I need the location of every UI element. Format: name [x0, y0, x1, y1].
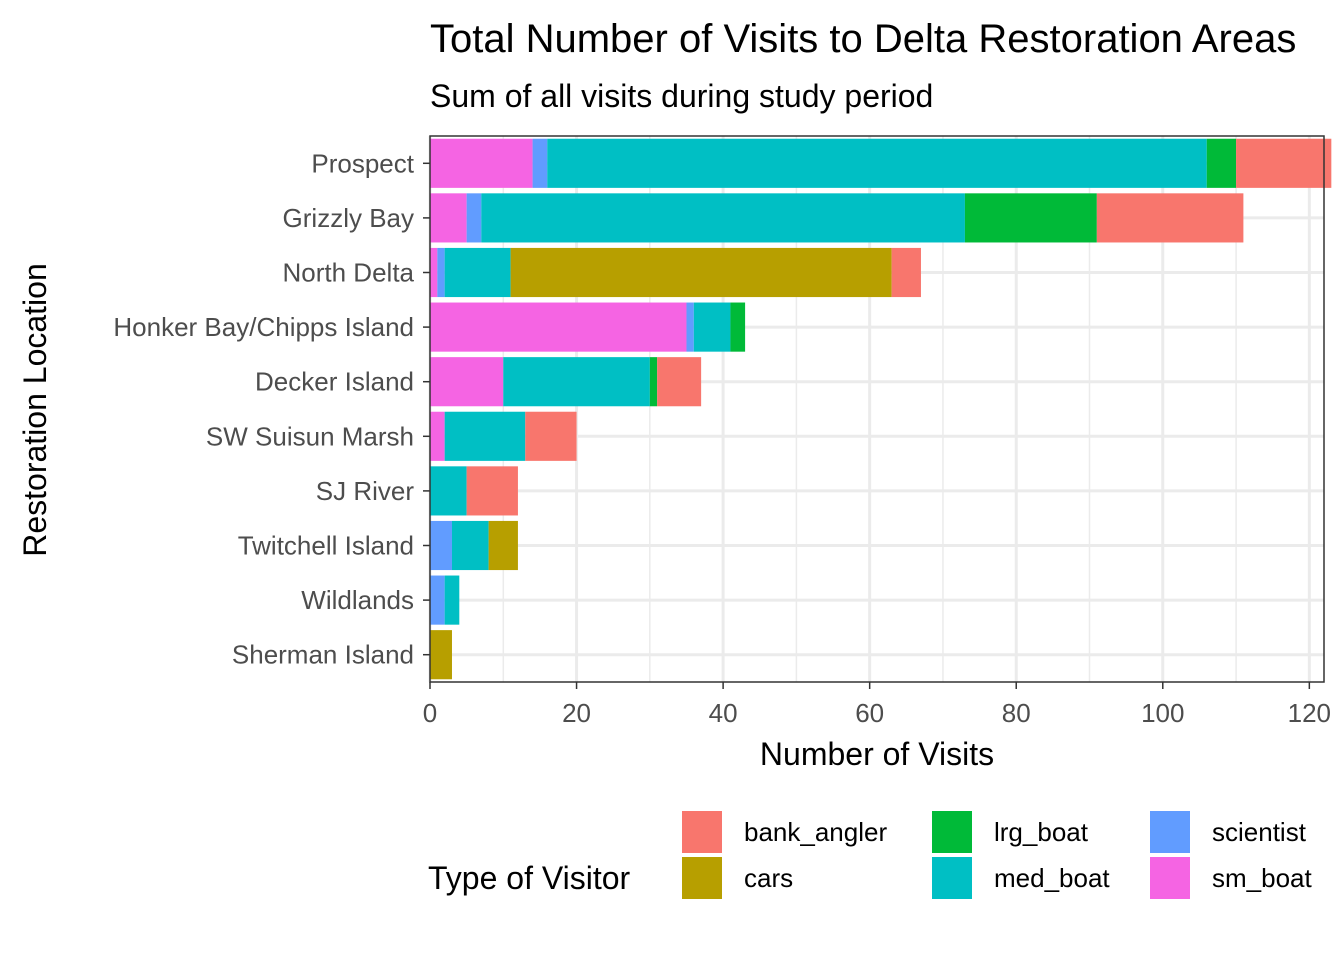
- bar-segment-sm-boat: [430, 357, 504, 407]
- plot-panel-border: [429, 135, 1325, 683]
- bar-segment-lrg-boat: [649, 357, 658, 407]
- bar-segment-scientist: [437, 247, 445, 298]
- y-tick-label: SW Suisun Marsh: [206, 421, 414, 451]
- bar-segment-med-boat: [451, 520, 489, 571]
- x-tick-label: 40: [709, 698, 738, 728]
- y-tick-label: Honker Bay/Chipps Island: [113, 312, 414, 342]
- x-tick-label: 100: [1141, 698, 1184, 728]
- bar-segment-bank-angler: [891, 247, 921, 298]
- y-tick-label: Wildlands: [301, 585, 414, 615]
- bar-segment-sm-boat: [430, 302, 687, 352]
- bar-segment-med-boat: [547, 138, 1207, 188]
- bar-segment-bank-angler: [1096, 193, 1244, 243]
- bar-segment-scientist: [430, 575, 445, 625]
- bar-segment-scientist: [532, 138, 548, 188]
- y-tick-label: Sherman Island: [232, 640, 414, 670]
- legend-key-cars: [682, 857, 722, 899]
- x-tick-label: 20: [562, 698, 591, 728]
- plot-panel: Sherman Island Wildlands Twitchell Island S…: [113, 135, 1332, 728]
- bar-segment-med-boat: [481, 193, 965, 243]
- legend-key-med-boat: [932, 857, 972, 899]
- legend-label: sm_boat: [1212, 863, 1312, 893]
- legend-label: med_boat: [994, 863, 1110, 893]
- bar-segment-bank-angler: [1236, 138, 1332, 188]
- y-tick-label: North Delta: [283, 258, 415, 288]
- y-tick-label: SJ River: [316, 476, 415, 506]
- x-axis-label: Number of Visits: [760, 736, 994, 772]
- bar-segment-lrg-boat: [730, 302, 746, 352]
- y-tick-label: Prospect: [311, 148, 414, 178]
- x-tick-label: 80: [1002, 698, 1031, 728]
- bar-segment-cars: [510, 247, 892, 298]
- chart-subtitle: Sum of all visits during study period: [430, 78, 933, 114]
- legend-key-sm-boat: [1150, 857, 1190, 899]
- legend-label: bank_angler: [744, 817, 887, 847]
- y-tick-label: Decker Island: [255, 367, 414, 397]
- bar-segment-lrg-boat: [964, 193, 1097, 243]
- x-tick-label: 60: [855, 698, 884, 728]
- legend-label: lrg_boat: [994, 817, 1089, 847]
- bar-segment-lrg-boat: [1206, 138, 1237, 188]
- legend-key-bank-angler: [682, 811, 722, 853]
- bar-segment-cars: [430, 630, 452, 680]
- y-tick-label: Twitchell Island: [238, 531, 414, 561]
- bar-segment-med-boat: [430, 466, 467, 516]
- legend-title: Type of Visitor: [428, 860, 631, 896]
- bar-segment-scientist: [466, 193, 482, 243]
- y-axis-label: Restoration Location: [17, 263, 53, 557]
- legend-key-lrg-boat: [932, 811, 972, 853]
- x-tick-label: 0: [423, 698, 437, 728]
- bar-segment-bank-angler: [525, 411, 577, 461]
- bar-segment-med-boat: [444, 575, 460, 625]
- bar-segment-med-boat: [693, 302, 731, 352]
- bar-segment-med-boat: [503, 357, 650, 407]
- legend-key-scientist: [1150, 811, 1190, 853]
- bar-segment-med-boat: [444, 411, 526, 461]
- bar-segment-bank-angler: [657, 357, 702, 407]
- legend-label: scientist: [1212, 817, 1307, 847]
- x-tick-label: 120: [1288, 698, 1331, 728]
- bar-segment-sm-boat: [430, 138, 533, 188]
- legend-label: cars: [744, 863, 793, 893]
- bar-segment-bank-angler: [466, 466, 518, 516]
- bar-segment-scientist: [686, 302, 694, 352]
- bar-segment-scientist: [430, 520, 452, 571]
- y-tick-label: Grizzly Bay: [283, 203, 414, 233]
- bar-segment-sm-boat: [430, 247, 438, 298]
- bar-segment-med-boat: [444, 247, 511, 298]
- bar-segment-cars: [488, 520, 518, 571]
- bar-segment-sm-boat: [430, 411, 445, 461]
- bar-segment-sm-boat: [430, 193, 467, 243]
- chart-title: Total Number of Visits to Delta Restorat…: [430, 17, 1296, 61]
